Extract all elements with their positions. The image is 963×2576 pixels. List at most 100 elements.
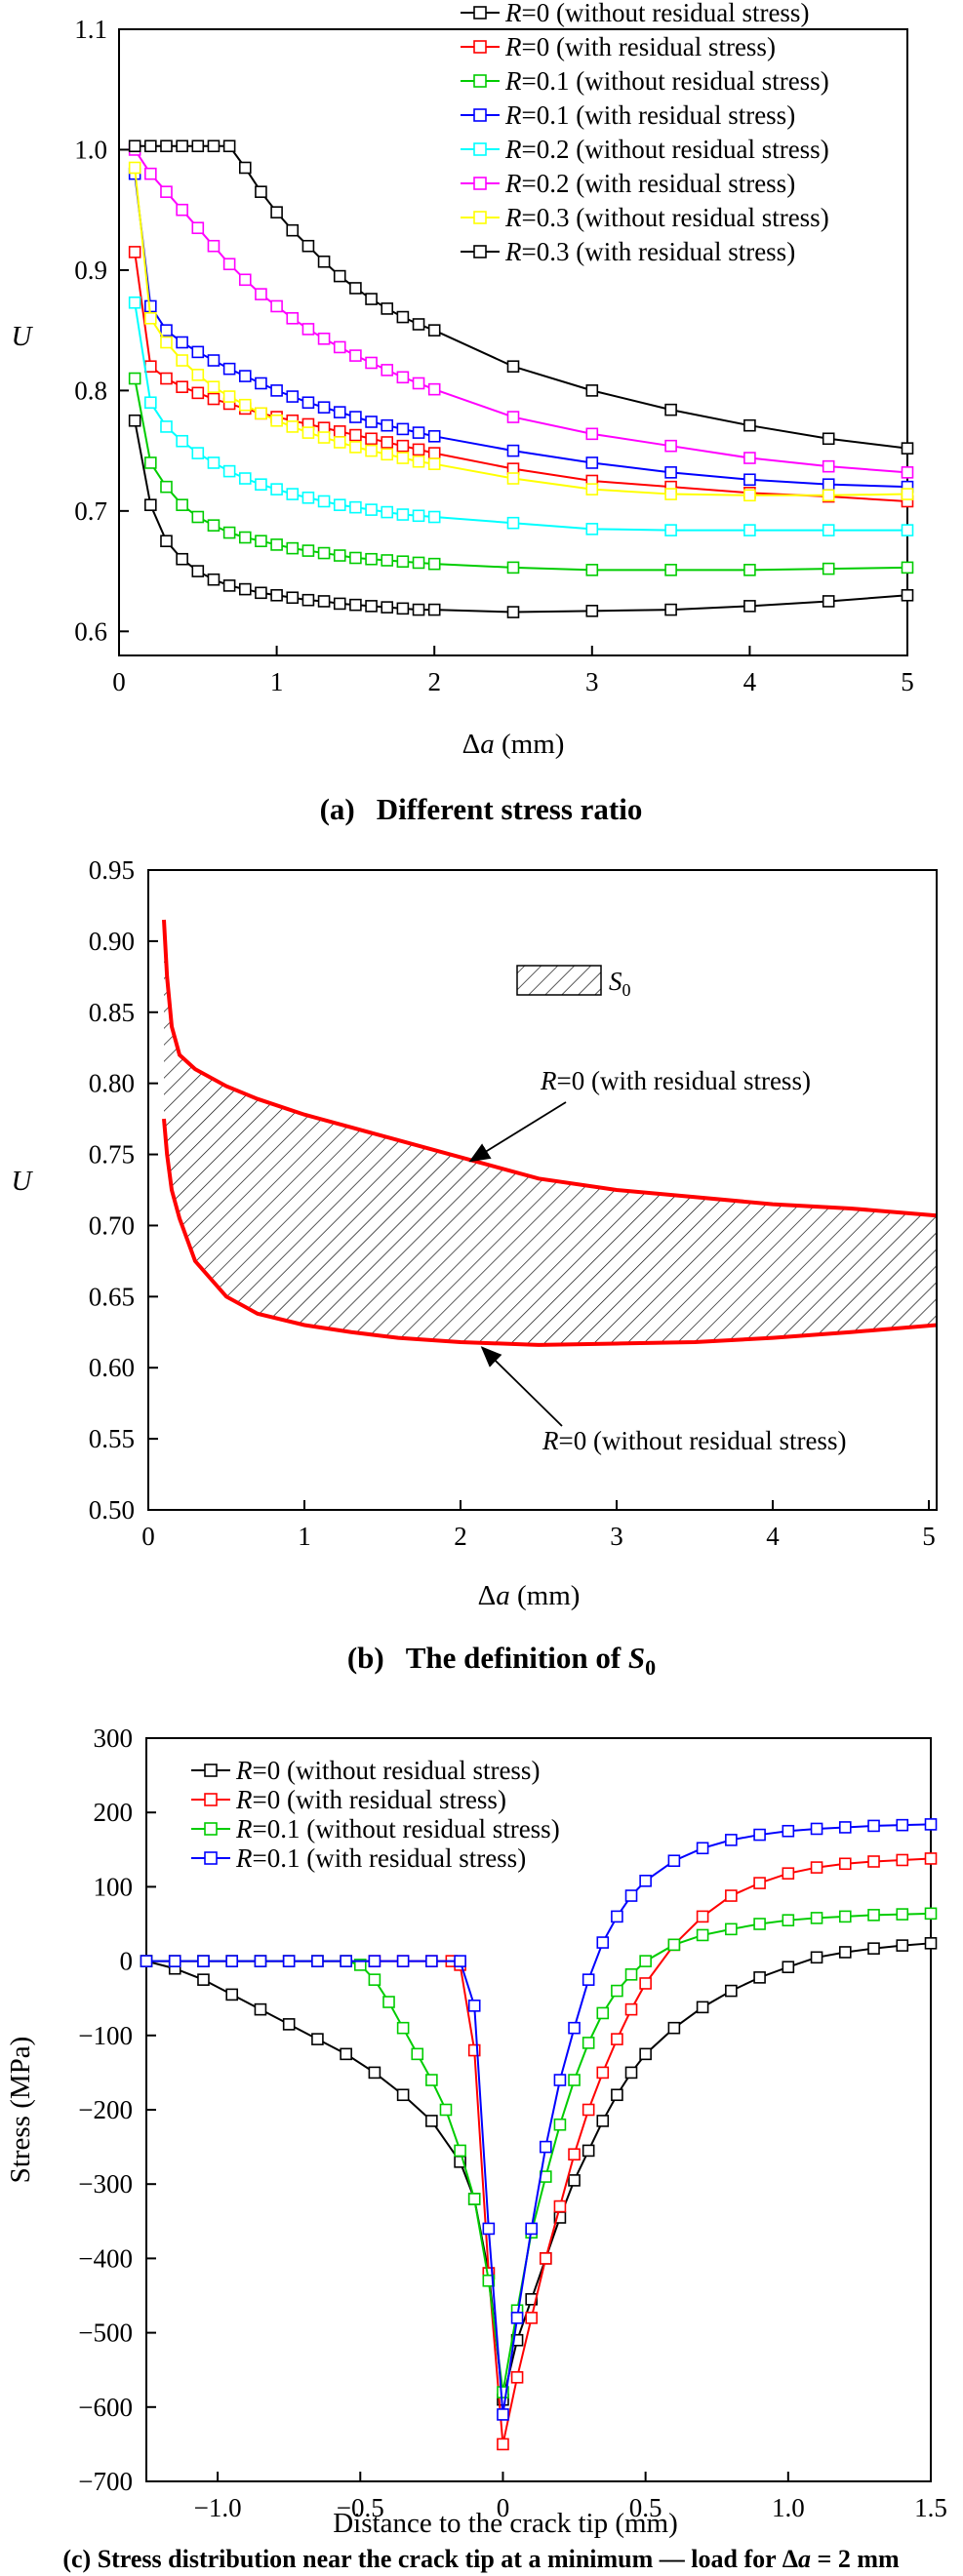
chart-c-series-point-1	[924, 1852, 938, 1865]
chart-a-series-point-7	[506, 360, 520, 373]
chart-c-series-point-2	[924, 1907, 938, 1921]
chart-a-series-point-0	[349, 598, 362, 612]
chart-c-series-point-1	[838, 1857, 852, 1871]
chart-c-series-point-1	[467, 2043, 481, 2057]
chart-c-series-point-0	[197, 1973, 210, 1986]
chart-a-series-point-6	[412, 455, 425, 468]
chart-c-ytick-label: −700	[78, 2467, 133, 2496]
chart-b-upper-annotation: R=0 (with residual stress)	[540, 1066, 811, 1095]
chart-a-series-point-3	[427, 429, 441, 443]
chart-c-series-point-0	[282, 2018, 296, 2031]
chart-a-series-point-6	[286, 420, 300, 433]
chart-a-legend-marker	[473, 40, 487, 54]
chart-a-series-point-6	[585, 483, 599, 495]
chart-b-ytick-label: 0.85	[89, 998, 135, 1027]
chart-c-series-point-0	[838, 1946, 852, 1959]
chart-c-series-point-2	[396, 2021, 410, 2035]
chart-b: 0 1 2 3 4 5 0.50 0.55 0.60 0.65 0.70 0.75 0.80 0.85 0.…	[12, 855, 938, 1680]
chart-c-series-point-1	[596, 2066, 610, 2080]
chart-c-series-point-0	[582, 2144, 595, 2158]
chart-a-xtick-label: 3	[585, 667, 599, 696]
chart-a-series-point-7	[270, 206, 283, 218]
chart-a-series-point-4	[506, 516, 520, 530]
chart-a-series-point-6	[238, 398, 252, 412]
chart-c-legend-marker	[204, 1851, 218, 1865]
chart-b-xtick-label: 4	[766, 1522, 780, 1551]
chart-c-ytick-label: −100	[78, 2021, 133, 2050]
chart-c-series-point-2	[411, 2047, 424, 2061]
chart-a-series-point-2	[664, 564, 677, 576]
chart-c-series-point-2	[753, 1918, 766, 1930]
chart-a-series-point-3	[365, 416, 378, 428]
chart-c-series-point-2	[896, 1908, 909, 1921]
chart-a-series-point-7	[664, 403, 677, 416]
chart-a-series-point-3	[160, 324, 173, 337]
chart-a-series-point-2	[901, 561, 914, 575]
chart-a-series-point-5	[176, 203, 188, 217]
chart-c-series-point-2	[353, 1959, 367, 1971]
chart-c-series-line-1	[146, 1857, 932, 2445]
chart-c-series-point-0	[667, 2021, 681, 2035]
chart-a-series-point-0	[901, 588, 914, 602]
chart-a-ytick-label: 0.9	[74, 256, 107, 285]
chart-a-ytick-label: 1.0	[74, 135, 107, 164]
chart-c-series-point-1	[782, 1867, 795, 1880]
chart-a-series-point-0	[585, 605, 599, 617]
chart-a-series-point-3	[585, 456, 599, 469]
chart-c-series-point-3	[838, 1821, 852, 1834]
chart-b-ylabel: U	[12, 1166, 34, 1197]
chart-c-series-point-3	[611, 1910, 623, 1923]
chart-a-series-point-7	[349, 282, 362, 295]
chart-a-series-point-7	[365, 293, 378, 305]
chart-a-series-point-1	[144, 360, 157, 373]
chart-a-series-point-6	[176, 354, 188, 367]
chart-c-series-point-3	[896, 1818, 909, 1832]
chart-a-series-point-6	[270, 414, 283, 427]
chart-c-series-point-2	[596, 2006, 610, 2020]
chart-a-xtick-label: 5	[901, 667, 914, 696]
chart-a-series-point-3	[822, 478, 835, 491]
chart-a-series-point-7	[191, 139, 205, 153]
chart-a-series-point-6	[743, 489, 756, 502]
chart-c-series-point-3	[197, 1955, 210, 1967]
chart-b-ytick-label: 0.60	[89, 1353, 135, 1382]
chart-a-series-point-2	[743, 564, 756, 576]
chart-a-series-point-5	[822, 459, 835, 473]
chart-a-series-point-7	[333, 269, 346, 283]
chart-a-series-point-5	[270, 299, 283, 313]
chart-c-series-point-3	[467, 2000, 481, 2012]
chart-a-xlabel: Δa (mm)	[462, 729, 565, 760]
chart-a-series-point-5	[664, 439, 677, 453]
chart-c-series-point-3	[168, 1955, 181, 1967]
chart-a-series-point-4	[222, 464, 236, 478]
chart-a-series-point-0	[191, 565, 205, 577]
chart-a-series-point-5	[301, 323, 315, 336]
chart-c-series-point-0	[867, 1942, 880, 1955]
chart-a-series-point-2	[317, 546, 331, 560]
chart-a-series-point-0	[317, 595, 331, 608]
chart-a-series-point-6	[191, 369, 205, 381]
chart-a-xtick-label: 1	[270, 667, 284, 696]
chart-c-series-point-2	[667, 1938, 681, 1952]
chart-a-series-point-4	[144, 396, 157, 410]
chart-c-legend-label: R=0 (without residual stress)	[235, 1756, 540, 1785]
chart-a-legend-marker	[473, 6, 487, 20]
chart-a-series-point-3	[349, 411, 362, 423]
chart-b-lower-arrow	[480, 1346, 563, 1427]
chart-c-xtick-label: 1.5	[914, 2493, 947, 2522]
chart-b-ytick-label: 0.50	[89, 1495, 135, 1525]
chart-a-series-point-0	[664, 603, 677, 616]
chart-a-series-point-1	[396, 439, 410, 453]
chart-a-series-point-1	[160, 372, 173, 385]
chart-b-lower-annotation: R=0 (without residual stress)	[542, 1426, 846, 1455]
chart-c-series-point-3	[810, 1822, 823, 1836]
chart-c-series-point-3	[510, 2312, 524, 2324]
chart-c-series-point-2	[568, 2074, 581, 2086]
chart-c-series-point-0	[924, 1937, 938, 1950]
chart-c-series-point-3	[454, 1955, 466, 1967]
chart-a-legend-marker	[473, 74, 487, 88]
chart-a-legend-label: R=0.2 (without residual stress)	[504, 135, 829, 164]
chart-c-series-point-3	[725, 1834, 738, 1846]
chart-a-series-point-7	[238, 161, 252, 175]
chart-c-series-point-2	[467, 2193, 481, 2205]
